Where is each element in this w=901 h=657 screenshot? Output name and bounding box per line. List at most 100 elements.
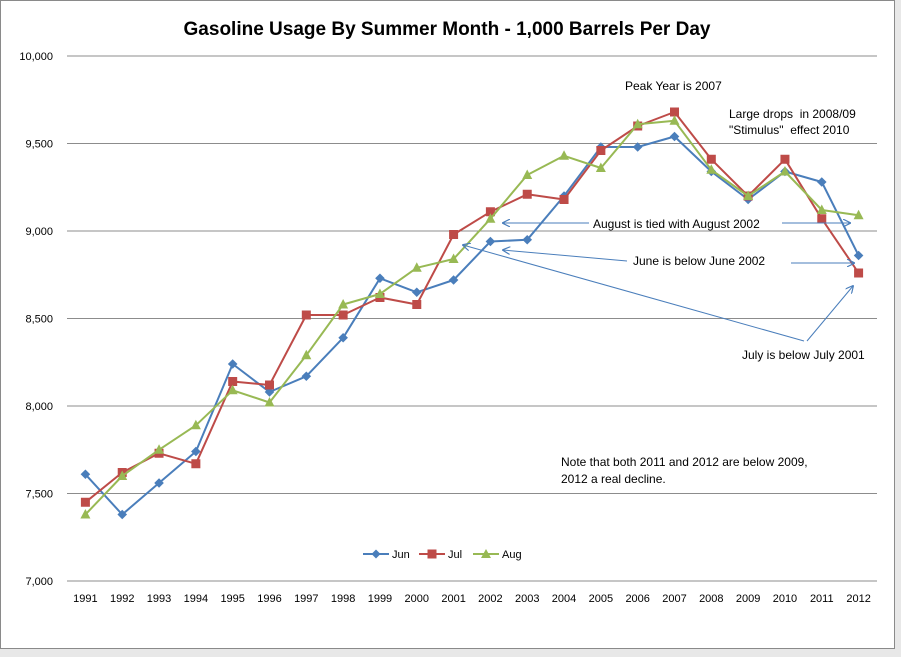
x-tick-label: 1999 (368, 593, 392, 605)
y-tick-label: 7,000 (25, 576, 53, 588)
x-tick-label: 2005 (589, 593, 613, 605)
data-point-jun (485, 236, 496, 247)
x-tick-label: 1994 (184, 593, 208, 605)
data-point-aug (374, 288, 385, 298)
data-point-jul (596, 146, 606, 155)
data-point-jun (191, 446, 201, 457)
data-point-jun (816, 177, 827, 187)
data-point-aug (154, 444, 165, 454)
data-point-aug (301, 349, 312, 360)
data-point-aug (227, 384, 238, 395)
data-point-aug (632, 118, 643, 129)
legend: Jun Jul Aug (363, 549, 522, 561)
data-point-jul (191, 459, 201, 469)
data-point-aug (816, 204, 827, 214)
series-group (80, 107, 864, 520)
x-tick-label: 2011 (810, 593, 834, 605)
y-tick-label: 9,000 (25, 226, 53, 238)
chart-title: Gasoline Usage By Summer Month - 1,000 B… (184, 19, 711, 40)
x-tick-label: 2009 (736, 593, 760, 605)
data-point-jul (854, 268, 864, 278)
data-point-jul (817, 214, 827, 224)
data-point-aug (190, 419, 201, 430)
x-tick-label: 2008 (699, 593, 723, 605)
x-tick-label: 2000 (405, 593, 429, 605)
data-point-jun (338, 332, 348, 343)
data-point-jul (338, 310, 348, 320)
legend-label-aug: Aug (502, 549, 522, 561)
data-point-aug (595, 162, 606, 172)
data-point-aug (779, 166, 790, 176)
data-point-jul (80, 497, 90, 507)
data-point-aug (411, 262, 422, 272)
data-point-jun (448, 275, 459, 285)
data-point-aug (117, 470, 128, 480)
data-point-jun (227, 359, 238, 369)
data-point-jul (412, 300, 422, 309)
annotation-note-line1: Note that both 2011 and 2012 are below 2… (561, 455, 808, 469)
legend-marker-aug (481, 549, 491, 558)
series-line-jul (84, 111, 860, 504)
x-axis: 1991 1992 1993 1994 1995 1996 1997 1998 1999 2000… (67, 580, 877, 605)
y-tick-label: 10,000 (19, 51, 53, 63)
annotation-large-drops: Large drops in 2008/09 (729, 107, 856, 121)
x-tick-label: 2002 (478, 593, 502, 605)
y-tick-label: 7,500 (25, 489, 53, 501)
y-tick-label: 9,500 (25, 139, 53, 151)
data-point-jul (670, 107, 679, 117)
x-tick-label: 1997 (294, 593, 318, 605)
data-point-jul (265, 380, 274, 390)
data-point-jul (485, 207, 495, 217)
data-point-jun (522, 234, 533, 245)
arrow-july-2012 (806, 286, 853, 342)
legend-label-jun: Jun (392, 549, 410, 561)
arrow-june-2002 (503, 250, 628, 262)
legend-item-aug: Aug (473, 549, 522, 561)
x-tick-label: 1998 (331, 593, 355, 605)
data-point-jul (228, 377, 238, 386)
x-tick-label: 1995 (220, 593, 244, 605)
annotation-june: June is below June 2002 (633, 254, 765, 268)
legend-item-jul: Jul (419, 549, 462, 561)
data-point-aug (485, 213, 496, 223)
annotation-peak-year: Peak Year is 2007 (625, 79, 722, 93)
data-point-jul (706, 154, 716, 164)
x-tick-label: 1996 (257, 593, 281, 605)
x-tick-label: 2004 (552, 593, 576, 605)
x-tick-label: 2007 (662, 593, 686, 605)
data-point-aug (743, 190, 754, 200)
data-point-jul (449, 230, 459, 239)
data-point-jul (780, 154, 790, 164)
data-point-jun (853, 250, 864, 261)
data-point-aug (522, 169, 533, 179)
legend-marker-jul (427, 549, 437, 559)
data-point-aug (448, 253, 459, 263)
y-tick-label: 8,000 (25, 401, 53, 413)
line-chart: Gasoline Usage By Summer Month - 1,000 B… (19, 19, 877, 605)
annotation-stimulus: "Stimulus" effect 2010 (729, 123, 850, 137)
data-point-jun (154, 478, 164, 488)
data-point-aug (669, 115, 680, 125)
annotation-note-line2: 2012 a real decline. (561, 472, 666, 486)
data-point-aug (706, 164, 717, 174)
data-point-aug (80, 509, 91, 519)
x-tick-label: 2012 (846, 593, 870, 605)
annotation-august: August is tied with August 2002 (593, 217, 760, 231)
data-point-jul (522, 189, 532, 199)
x-tick-label: 2001 (441, 593, 465, 605)
data-point-jul (301, 310, 311, 320)
legend-marker-jun (371, 549, 381, 559)
x-tick-label: 2003 (515, 593, 539, 605)
data-point-aug (338, 299, 349, 309)
x-tick-label: 2010 (773, 593, 797, 605)
data-point-jun (80, 469, 91, 480)
x-tick-label: 2006 (625, 593, 649, 605)
series-line-aug (84, 119, 859, 516)
y-tick-label: 8,500 (25, 314, 53, 326)
data-point-aug (559, 150, 570, 160)
data-point-aug (853, 209, 864, 220)
x-tick-label: 1991 (73, 593, 97, 605)
data-point-jun (264, 387, 275, 397)
annotation-july: July is below July 2001 (742, 348, 865, 362)
